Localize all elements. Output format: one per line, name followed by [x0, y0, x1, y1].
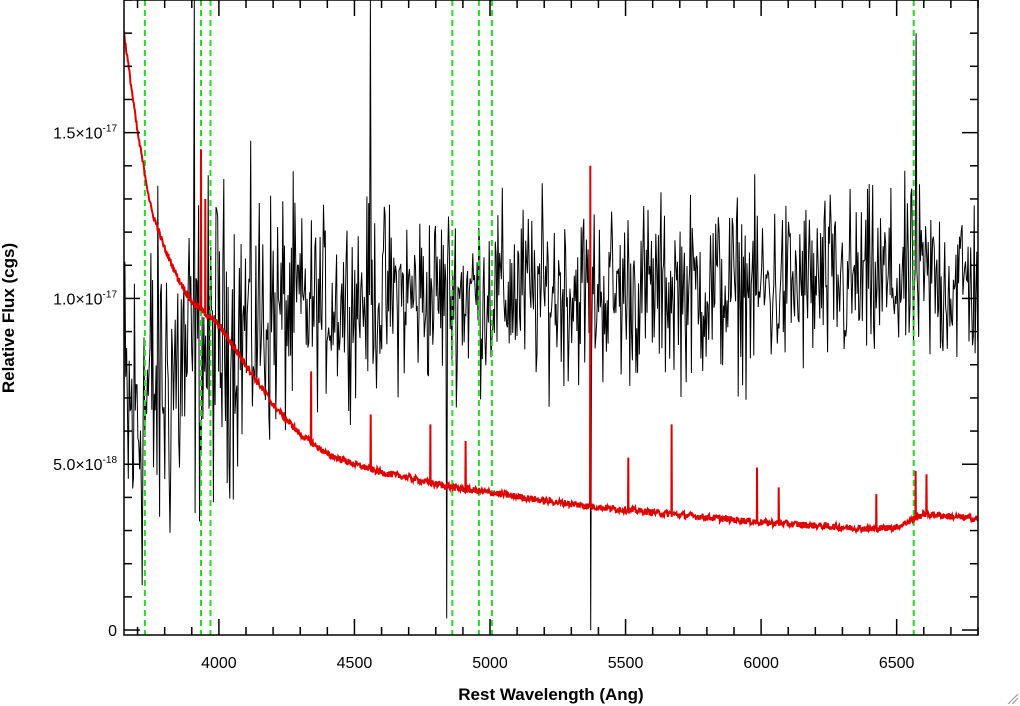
series-model-continuum — [124, 31, 978, 535]
x-tick-label: 5500 — [608, 655, 644, 672]
x-tick-label: 4000 — [201, 655, 237, 672]
axis-ticks — [124, 0, 979, 635]
y-tick-label: 1.5×10-17 — [53, 124, 117, 143]
resize-grip-icon[interactable] — [1007, 693, 1019, 705]
y-tick-label: 0 — [108, 623, 117, 640]
series-observed-spectrum — [124, 0, 978, 631]
x-tick-label: 5000 — [472, 655, 508, 672]
x-tick-label: 6500 — [879, 655, 915, 672]
plot-area — [124, 0, 978, 635]
y-tick-label: 1.0×10-17 — [53, 289, 117, 308]
y-axis-title: Relative Flux (cgs) — [0, 243, 18, 393]
y-tick-labels: 0 5.0×10-18 1.0×10-17 1.5×10-17 — [53, 124, 117, 640]
x-tick-labels: 4000 4500 5000 5500 6000 6500 — [201, 655, 914, 672]
x-tick-label: 4500 — [337, 655, 373, 672]
x-tick-label: 6000 — [743, 655, 779, 672]
x-axis-title: Rest Wavelength (Ang) — [458, 685, 643, 704]
y-tick-label: 5.0×10-18 — [53, 455, 117, 474]
plot-frame — [123, 0, 979, 636]
